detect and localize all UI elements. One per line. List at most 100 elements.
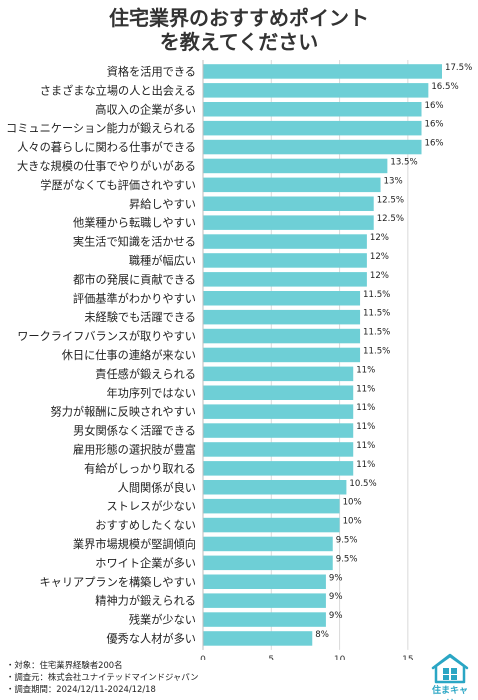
brand-logo: 住まキャリ	[429, 653, 471, 700]
category-label: 年功序列ではない	[106, 386, 196, 400]
category-label: 未経験でも活躍できる	[84, 310, 196, 324]
bar	[203, 234, 367, 249]
value-label: 9%	[329, 592, 343, 602]
value-label: 11.5%	[363, 346, 390, 356]
value-label: 16.5%	[431, 82, 458, 92]
bar	[203, 555, 333, 571]
value-label: 16%	[425, 120, 444, 130]
category-label: 有給がしっかり取れる	[84, 461, 196, 475]
value-label: 17.5%	[445, 63, 472, 73]
bar	[203, 158, 388, 174]
bar	[203, 196, 374, 211]
category-label: 高収入の企業が多い	[95, 102, 196, 116]
x-tick-label: 5	[268, 655, 274, 660]
bar	[203, 404, 354, 419]
category-label: ホワイト企業が多い	[95, 556, 196, 570]
value-label: 9%	[329, 573, 343, 583]
bar	[203, 83, 429, 98]
category-label: 業界市場規模が堅調傾向	[73, 537, 196, 551]
category-label: 休日に仕事の連絡が来ない	[62, 348, 196, 362]
bar	[203, 480, 347, 495]
category-label: 都市の発展に貢献できる	[73, 272, 196, 286]
value-label: 11.5%	[363, 328, 390, 338]
bar	[203, 328, 361, 344]
category-label: キャリアプランを構築しやすい	[39, 575, 196, 589]
value-label: 11.5%	[363, 309, 390, 319]
value-label: 10%	[343, 517, 362, 527]
bar	[203, 423, 354, 438]
category-label: 評価基準がわかりやすい	[73, 291, 196, 305]
category-label: ワークライフバランスが取りやすい	[17, 329, 196, 343]
category-label: 大きな規模の仕事でやりがいがある	[17, 159, 196, 173]
category-label: 他業種から転職しやすい	[73, 216, 196, 230]
bar	[203, 215, 374, 230]
value-label: 11%	[356, 403, 375, 413]
bar	[203, 517, 340, 533]
category-label: 資格を活用できる	[107, 64, 196, 78]
bar	[203, 366, 354, 382]
note-period: ・調査期間：2024/12/11-2024/12/18	[6, 684, 156, 694]
bar	[203, 574, 326, 589]
value-label: 12%	[370, 233, 389, 243]
x-tick-label: 0	[200, 655, 206, 660]
value-label: 8%	[315, 630, 329, 640]
bar	[203, 442, 354, 457]
bar	[203, 631, 313, 646]
value-label: 12%	[370, 252, 389, 262]
category-label: 人間関係が良い	[118, 480, 196, 494]
chart-title-line-2: を教えてください	[159, 30, 319, 54]
bar	[203, 102, 422, 117]
bar	[203, 177, 381, 193]
category-label: 責任感が鍛えられる	[95, 367, 196, 381]
value-label: 11%	[356, 422, 375, 432]
note-target: ・対象：住宅業界経験者200名	[6, 660, 123, 670]
value-label: 12.5%	[377, 214, 404, 224]
bar	[203, 309, 361, 325]
bar	[203, 347, 361, 363]
chart-title: 住宅業界のおすすめポイント を教えてください	[0, 6, 478, 54]
category-label: 男女関係なく活躍できる	[73, 424, 196, 438]
bar	[203, 272, 367, 287]
category-label: 実生活で知識を活かせる	[73, 235, 196, 249]
category-label: さまざまな立場の人と出会える	[40, 83, 196, 97]
value-label: 16%	[425, 101, 444, 111]
category-label: 学歴がなくても評価されやすい	[40, 178, 196, 192]
value-label: 16%	[425, 139, 444, 149]
bar	[203, 498, 340, 514]
value-label: 11%	[356, 384, 375, 394]
value-label: 11.5%	[363, 290, 390, 300]
logo-text: 住まキャリ	[431, 686, 468, 700]
bar	[203, 385, 354, 400]
bar	[203, 593, 326, 608]
category-label: ストレスが少ない	[106, 499, 196, 513]
value-label: 9%	[329, 611, 343, 621]
x-tick-label: 15	[402, 655, 413, 660]
value-label: 13%	[384, 176, 403, 186]
chart-title-line-1: 住宅業界のおすすめポイント	[109, 6, 369, 30]
value-label: 12.5%	[377, 195, 404, 205]
category-label: 残業が少ない	[129, 613, 196, 627]
category-label: コミュニケーション能力が鍛えられる	[6, 121, 196, 135]
category-label: 雇用形態の選択肢が豊富	[73, 442, 196, 456]
category-label: おすすめしたくない	[95, 519, 196, 532]
bar	[203, 120, 422, 136]
category-label: 精神力が鍛えられる	[95, 594, 196, 608]
value-label: 11%	[356, 441, 375, 451]
house-logo-icon	[431, 653, 469, 684]
value-label: 9.5%	[336, 535, 358, 545]
category-label: 努力が報酬に反映されやすい	[51, 405, 196, 419]
value-label: 10%	[343, 498, 362, 508]
bar-chart: 資格を活用できる 17.5% さまざまな立場の人と出会える 16.5% 高収入の企業が多…	[6, 60, 472, 660]
bar	[203, 64, 442, 79]
category-label: 人々の暮らしに関わる仕事ができる	[17, 140, 196, 154]
bar	[203, 253, 367, 268]
category-label: 昇給しやすい	[129, 197, 196, 211]
value-label: 11%	[356, 460, 375, 470]
x-tick-label: 10	[334, 655, 346, 660]
category-label: 職種が幅広い	[129, 253, 196, 267]
note-source: ・調査元：株式会社ユナイテッドマインドジャパン	[6, 672, 199, 682]
bar	[203, 612, 326, 627]
bar	[203, 291, 361, 306]
value-label: 11%	[356, 365, 375, 375]
survey-notes: ・対象：住宅業界経験者200名 ・調査元：株式会社ユナイテッドマインドジャパン …	[6, 659, 198, 695]
